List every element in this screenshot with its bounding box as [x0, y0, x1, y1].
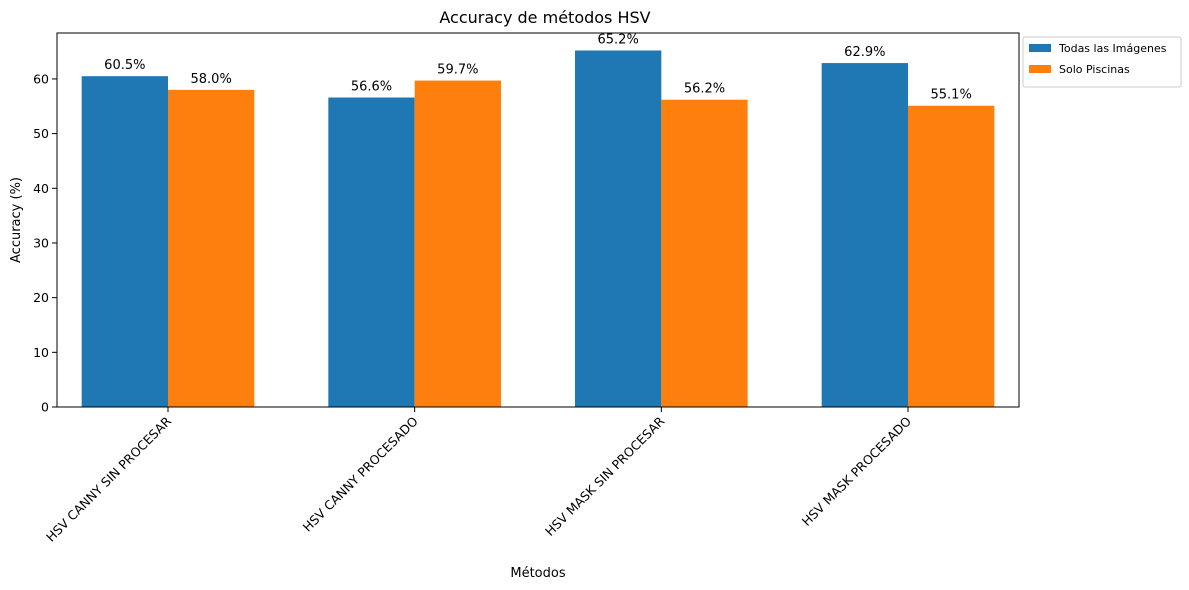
y-tick-label: 10 [33, 345, 49, 360]
data-label-2-1: 58.0% [191, 72, 232, 87]
legend-swatch-2 [1029, 65, 1051, 73]
data-label-2-2: 59.7% [437, 63, 478, 78]
bar-2-4 [908, 105, 995, 407]
chart-title: Accuracy de métodos HSV [439, 8, 650, 27]
bar-2-1 [168, 89, 255, 408]
legend-swatch-1 [1029, 44, 1051, 52]
bar-1-4 [821, 63, 908, 408]
y-axis-label: Accuracy (%) [9, 177, 24, 263]
data-label-1-1: 60.5% [104, 58, 145, 73]
bar-1-1 [81, 76, 168, 407]
bar-2-2 [414, 80, 501, 407]
y-tick-label: 50 [33, 126, 49, 141]
bars-group [81, 50, 995, 408]
x-tick-label: HSV MASK PROCESADO [799, 413, 914, 528]
data-labels-group: 60.5% 56.6% 65.2% 62.9% 58.0% 59.7% 56.2% 55.1% [104, 32, 972, 102]
bar-1-3 [575, 50, 662, 408]
bar-2-3 [661, 99, 748, 407]
legend-box [1022, 36, 1182, 88]
x-tick-label: HSV MASK SIN PROCESAR [542, 413, 668, 539]
legend-label-2: Solo Piscinas [1059, 63, 1130, 76]
y-axis: 0 10 20 30 40 50 60 [33, 71, 57, 415]
x-axis-label: Métodos [510, 566, 565, 581]
x-tick-label: HSV CANNY PROCESADO [300, 413, 421, 534]
y-tick-label: 40 [33, 181, 49, 196]
data-label-1-3: 65.2% [598, 32, 639, 47]
y-tick-label: 30 [33, 235, 49, 250]
y-tick-label: 0 [41, 400, 49, 415]
legend-label-1: Todas las Imágenes [1058, 42, 1167, 55]
plot-frame [56, 32, 1020, 408]
bar-1-2 [328, 97, 415, 407]
data-label-2-4: 55.1% [931, 88, 972, 103]
y-tick-label: 60 [33, 71, 49, 86]
data-label-1-4: 62.9% [844, 45, 885, 60]
legend: Todas las Imágenes Solo Piscinas [1022, 36, 1182, 88]
data-label-2-3: 56.2% [684, 82, 725, 97]
data-label-1-2: 56.6% [351, 80, 392, 95]
x-tick-label: HSV CANNY SIN PROCESAR [43, 413, 174, 544]
x-axis: HSV CANNY SIN PROCESAR HSV CANNY PROCESAD… [43, 407, 914, 545]
y-tick-label: 20 [33, 290, 49, 305]
